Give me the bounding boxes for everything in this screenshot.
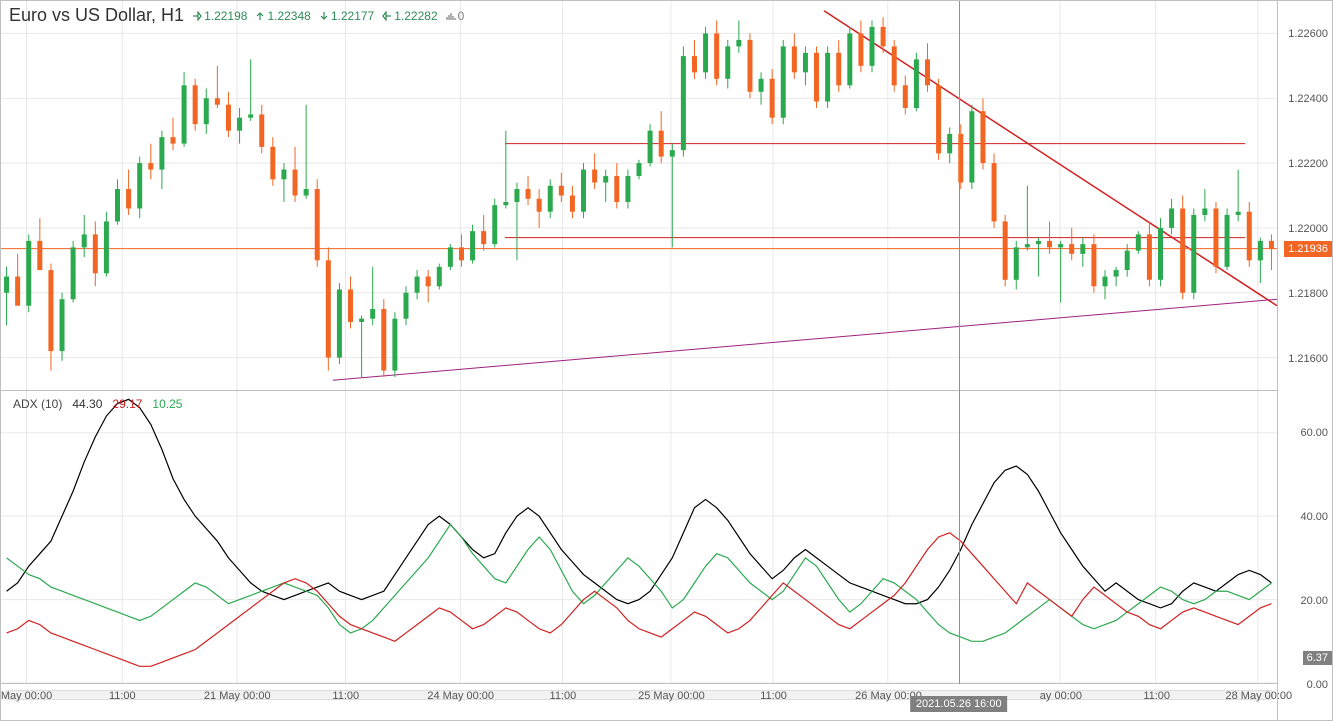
x-tick: ay 00:00	[1040, 690, 1082, 702]
price-chart-svg[interactable]	[1, 1, 1277, 390]
ohlc-volume: 0	[446, 9, 465, 23]
high-icon	[255, 11, 265, 21]
y-tick: 1.21800	[1288, 288, 1328, 300]
chart-title: Euro vs US Dollar, H1	[9, 5, 184, 26]
indicator-chart[interactable]: ADX (10) 44.30 29.17 10.25	[1, 391, 1277, 684]
y-tick: 60.00	[1300, 427, 1328, 439]
ohlc-close: 1.22282	[382, 9, 437, 23]
low-icon	[319, 11, 329, 21]
ohlc-open: 1.22198	[192, 9, 247, 23]
x-tick: 11:00	[550, 690, 577, 702]
current-price-badge: 1.21936	[1284, 241, 1332, 257]
ohlc-high-value: 1.22348	[267, 9, 310, 23]
ohlc-low: 1.22177	[319, 9, 374, 23]
ohlc-high: 1.22348	[255, 9, 310, 23]
indicator-label: ADX (10)	[13, 397, 62, 411]
indicator-svg[interactable]	[1, 391, 1277, 683]
price-y-axis[interactable]: 1.21600 1.21800 1.22000 1.22200 1.22400 1.226…	[1277, 1, 1332, 391]
x-tick: 11:00	[1143, 690, 1170, 702]
close-icon	[382, 11, 392, 21]
axis-corner	[1277, 684, 1332, 720]
ohlc-open-value: 1.22198	[204, 9, 247, 23]
y-tick: 1.22000	[1288, 223, 1328, 235]
crosshair-vertical	[959, 1, 960, 684]
y-tick: 20.00	[1300, 595, 1328, 607]
indicator-value: 10.25	[152, 397, 182, 411]
ohlc-volume-value: 0	[458, 9, 465, 23]
indicator-current-badge: 6.37	[1303, 651, 1332, 665]
price-chart[interactable]	[1, 1, 1277, 391]
indicator-value: 29.17	[112, 397, 142, 411]
volume-icon	[446, 11, 456, 21]
x-tick: 21 May 00:00	[204, 690, 271, 702]
open-icon	[192, 11, 202, 21]
indicator-value: 44.30	[72, 397, 102, 411]
x-tick: May 00:00	[1, 690, 52, 702]
ohlc-low-value: 1.22177	[331, 9, 374, 23]
x-tick: 11:00	[760, 690, 787, 702]
ohlc-close-value: 1.22282	[394, 9, 437, 23]
x-tick: 11:00	[332, 690, 359, 702]
y-tick: 1.22600	[1288, 28, 1328, 40]
indicator-values: 44.30 29.17 10.25	[72, 397, 192, 411]
y-tick: 1.21600	[1288, 353, 1328, 365]
chart-container: Euro vs US Dollar, H1 1.22198 1.22348 1.…	[0, 0, 1333, 721]
x-tick: 25 May 00:00	[638, 690, 705, 702]
y-tick: 1.22400	[1288, 93, 1328, 105]
chart-header: Euro vs US Dollar, H1 1.22198 1.22348 1.…	[9, 5, 464, 26]
indicator-y-axis[interactable]: 0.0020.0040.0060.006.37	[1277, 391, 1332, 684]
time-axis[interactable]: May 00:00 11:00 21 May 00:00 11:00 24 May 00…	[1, 684, 1277, 720]
y-tick: 40.00	[1300, 511, 1328, 523]
x-tick: 24 May 00:00	[427, 690, 494, 702]
y-tick: 1.22200	[1288, 158, 1328, 170]
indicator-header: ADX (10) 44.30 29.17 10.25	[13, 397, 192, 411]
crosshair-time-badge: 2021.05.26 16:00	[910, 696, 1008, 712]
x-tick: 11:00	[109, 690, 136, 702]
